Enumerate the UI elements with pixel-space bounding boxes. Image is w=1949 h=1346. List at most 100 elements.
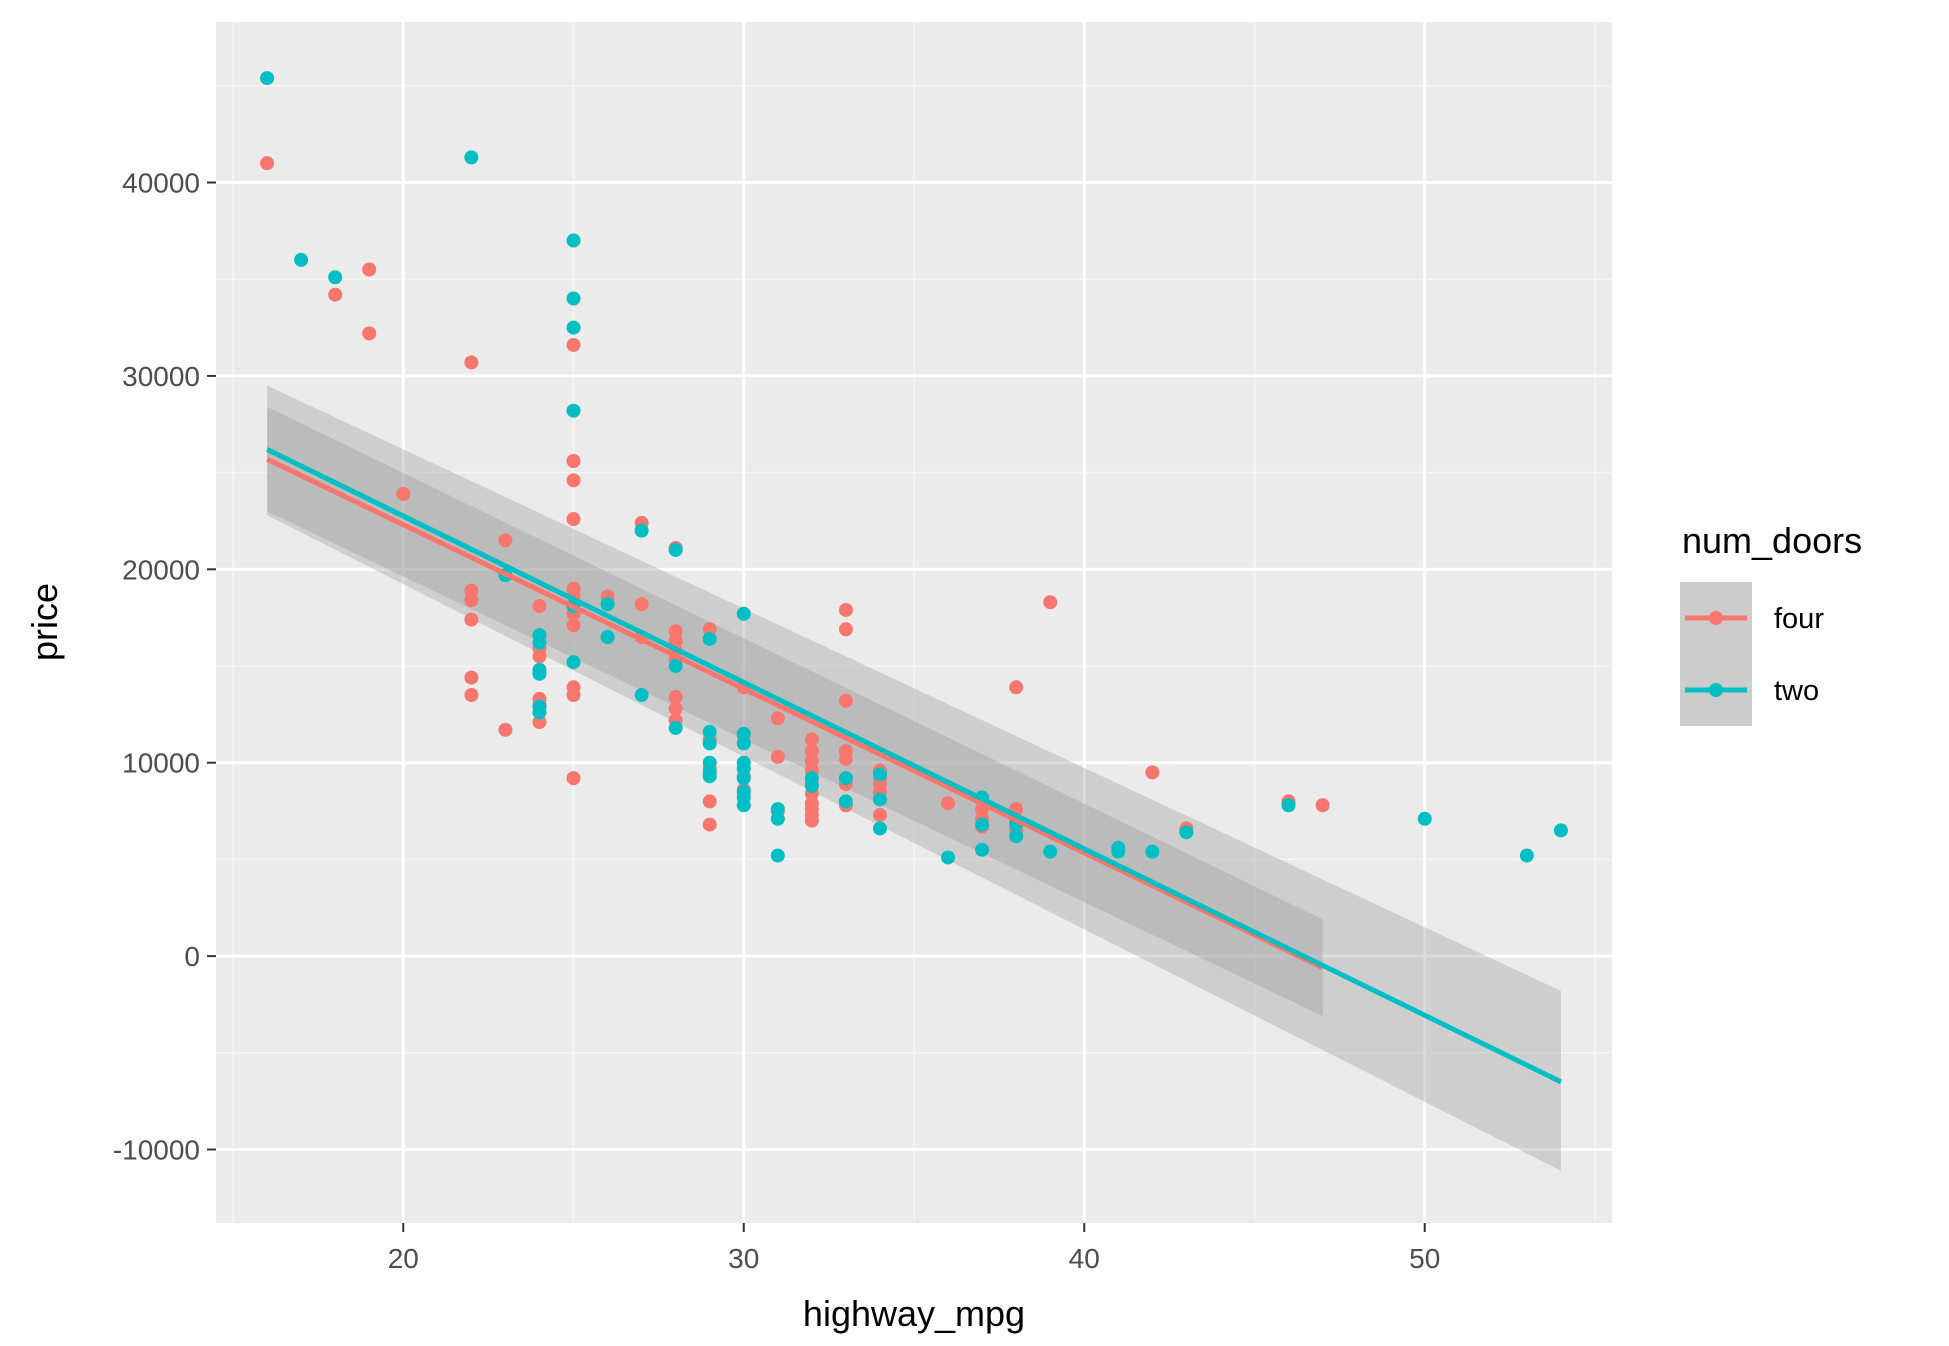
point-two (975, 842, 990, 857)
point-four (566, 688, 581, 703)
point-four (634, 597, 649, 612)
confidence-ribbon-two (267, 385, 1561, 1171)
point-four (396, 486, 411, 501)
point-two (634, 688, 649, 703)
grid-lines (216, 22, 1612, 1223)
point-four (566, 454, 581, 469)
point-two (1009, 829, 1024, 844)
point-four (260, 156, 275, 171)
point-two (294, 252, 309, 267)
point-four (838, 622, 853, 637)
x-tick-label: 50 (1409, 1243, 1440, 1274)
x-tick-label: 30 (728, 1243, 759, 1274)
point-two (1179, 825, 1194, 840)
point-two (1417, 811, 1432, 826)
point-four (872, 807, 887, 822)
point-four (532, 599, 547, 614)
point-two (566, 320, 581, 335)
point-two (872, 767, 887, 782)
point-two (600, 630, 615, 645)
legend-label-four: four (1774, 603, 1824, 635)
point-four (804, 753, 819, 768)
point-two (532, 635, 547, 650)
point-four (532, 715, 547, 730)
y-axis-title: price (24, 583, 65, 661)
point-two (770, 848, 785, 863)
point-two (702, 755, 717, 770)
point-four (566, 337, 581, 352)
point-two (770, 811, 785, 826)
point-four (566, 618, 581, 633)
point-four (464, 355, 479, 370)
point-two (736, 606, 751, 621)
y-tick-label: 0 (184, 941, 200, 972)
point-four (668, 624, 683, 639)
point-four (362, 262, 377, 277)
point-four (668, 689, 683, 704)
point-two (702, 631, 717, 646)
point-four (1009, 680, 1024, 695)
point-two (600, 597, 615, 612)
y-axis: -10000 0 10000 20000 30000 40000 (113, 168, 216, 1166)
y-tick-label: 10000 (122, 748, 200, 779)
point-two (668, 720, 683, 735)
y-tick-label: 30000 (122, 361, 200, 392)
point-two (736, 771, 751, 786)
point-four (498, 722, 513, 737)
point-four (838, 751, 853, 766)
point-two (941, 850, 956, 865)
point-four (668, 701, 683, 716)
point-four (838, 602, 853, 617)
point-four (804, 744, 819, 759)
point-four (770, 749, 785, 764)
point-two (872, 821, 887, 836)
point-two (702, 736, 717, 751)
point-two (838, 771, 853, 786)
x-tick-label: 40 (1069, 1243, 1100, 1274)
point-two (1111, 844, 1126, 859)
point-two (838, 794, 853, 809)
point-two (566, 233, 581, 248)
scatter-points (260, 71, 1568, 865)
point-two (566, 403, 581, 418)
point-four (566, 512, 581, 527)
point-four (328, 287, 343, 302)
point-two (634, 523, 649, 538)
point-two (736, 726, 751, 741)
legend: num_doors four two (1680, 520, 1862, 726)
fit-line-four (265, 456, 1324, 970)
point-two (532, 705, 547, 720)
y-tick-label: -10000 (113, 1135, 200, 1166)
point-four (702, 817, 717, 832)
point-four (464, 593, 479, 608)
point-two (260, 71, 275, 86)
point-four (464, 670, 479, 685)
y-tick-label: 20000 (122, 554, 200, 585)
point-two (464, 150, 479, 165)
point-four (770, 711, 785, 726)
point-four (566, 473, 581, 488)
point-two (328, 270, 343, 285)
point-two (736, 798, 751, 813)
point-two (702, 724, 717, 739)
fit-lines (265, 447, 1563, 1085)
point-four (804, 732, 819, 747)
legend-title: num_doors (1682, 520, 1862, 561)
x-tick-label: 20 (388, 1243, 419, 1274)
point-four (702, 794, 717, 809)
point-two (1043, 844, 1058, 859)
point-two (975, 817, 990, 832)
point-two (872, 792, 887, 807)
point-four (941, 796, 956, 811)
point-four (532, 649, 547, 664)
point-four (498, 533, 513, 548)
point-two (532, 666, 547, 681)
point-four (464, 612, 479, 627)
point-four (1043, 595, 1058, 610)
legend-keys: four two (1680, 582, 1824, 726)
legend-label-two: two (1774, 675, 1819, 707)
point-four (838, 693, 853, 708)
point-two (566, 291, 581, 306)
point-four (464, 583, 479, 598)
